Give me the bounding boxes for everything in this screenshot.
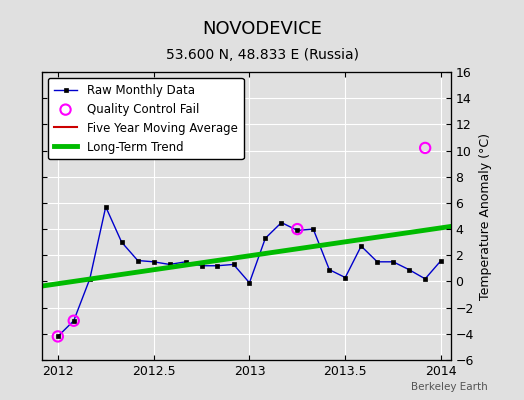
Raw Monthly Data: [342, 275, 348, 280]
Raw Monthly Data: [214, 263, 221, 268]
Quality Control Fail: [70, 318, 78, 324]
Raw Monthly Data: [310, 227, 316, 232]
Raw Monthly Data: [103, 204, 109, 209]
Raw Monthly Data: [167, 262, 173, 267]
Raw Monthly Data: [150, 260, 157, 264]
Raw Monthly Data: [71, 318, 77, 323]
Quality Control Fail: [53, 333, 62, 340]
Raw Monthly Data: [86, 276, 93, 281]
Raw Monthly Data: [278, 220, 285, 225]
Raw Monthly Data: [438, 258, 444, 263]
Quality Control Fail: [421, 145, 429, 151]
Line: Raw Monthly Data: Raw Monthly Data: [56, 204, 443, 339]
Raw Monthly Data: [406, 267, 412, 272]
Raw Monthly Data: [294, 228, 300, 233]
Text: NOVODEVICE: NOVODEVICE: [202, 20, 322, 38]
Raw Monthly Data: [358, 244, 364, 248]
Raw Monthly Data: [135, 258, 141, 263]
Raw Monthly Data: [199, 263, 205, 268]
Legend: Raw Monthly Data, Quality Control Fail, Five Year Moving Average, Long-Term Tren: Raw Monthly Data, Quality Control Fail, …: [48, 78, 244, 160]
Raw Monthly Data: [422, 276, 428, 281]
Raw Monthly Data: [374, 260, 380, 264]
Raw Monthly Data: [231, 262, 237, 267]
Raw Monthly Data: [246, 280, 253, 285]
Text: 53.600 N, 48.833 E (Russia): 53.600 N, 48.833 E (Russia): [166, 48, 358, 62]
Raw Monthly Data: [326, 267, 333, 272]
Y-axis label: Temperature Anomaly (°C): Temperature Anomaly (°C): [479, 132, 493, 300]
Quality Control Fail: [293, 226, 301, 232]
Raw Monthly Data: [390, 260, 396, 264]
Raw Monthly Data: [118, 240, 125, 244]
Raw Monthly Data: [182, 260, 189, 264]
Text: Berkeley Earth: Berkeley Earth: [411, 382, 487, 392]
Raw Monthly Data: [262, 236, 268, 241]
Raw Monthly Data: [54, 334, 61, 339]
